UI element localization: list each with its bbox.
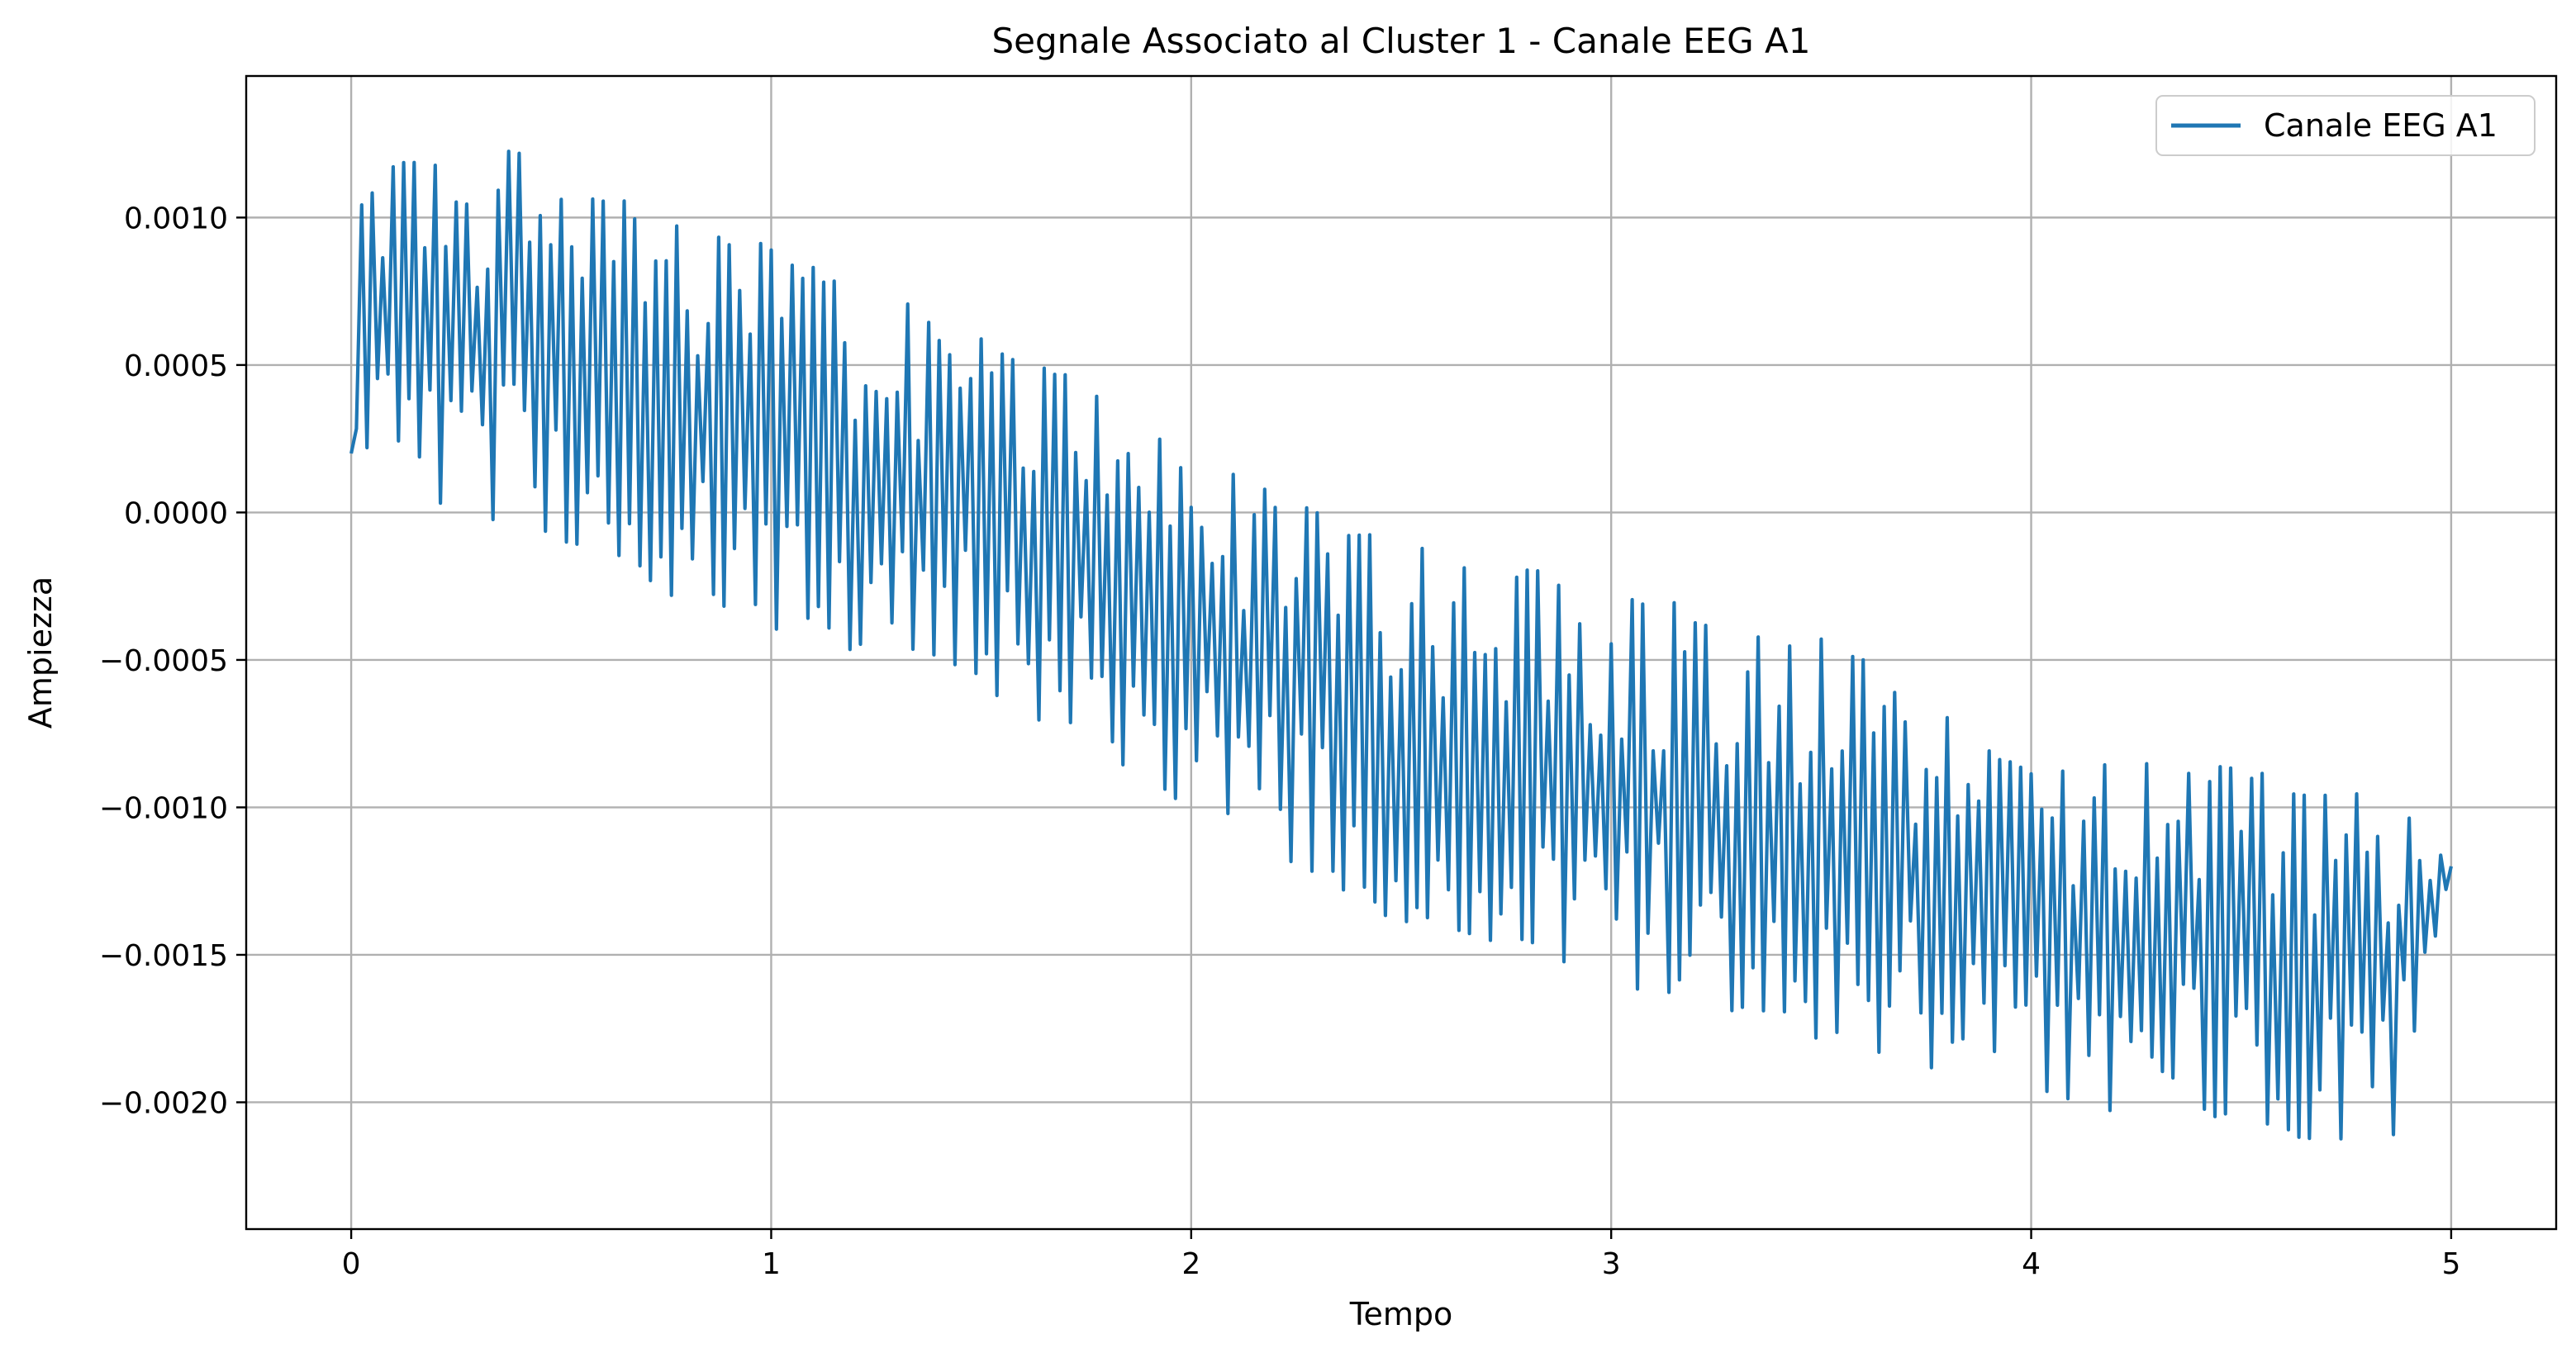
x-tick-label: 4: [2022, 1247, 2041, 1281]
legend-box: [2155, 95, 2536, 156]
x-tick-label: 1: [762, 1247, 781, 1281]
series-layer: [349, 150, 2453, 1141]
x-tick-label: 0: [342, 1247, 361, 1281]
y-axis-label: Ampiezza: [22, 577, 59, 729]
y-tick-label: 0.0005: [124, 349, 228, 383]
x-tick-label: 3: [1602, 1247, 1621, 1281]
x-axis-label: Tempo: [1349, 1296, 1453, 1332]
x-axis-ticks: 0 1 2 3 4 5: [342, 1229, 2460, 1281]
plot-frame: [245, 74, 2558, 1231]
y-tick-label: −0.0010: [99, 791, 228, 825]
chart-title: Segnale Associato al Cluster 1 - Canale …: [991, 21, 1810, 61]
y-tick-label: −0.0005: [99, 644, 228, 678]
y-tick-label: −0.0020: [99, 1086, 228, 1120]
legend-label: Canale EEG A1: [2264, 107, 2498, 144]
y-tick-label: 0.0000: [124, 496, 228, 530]
y-tick-label: 0.0010: [124, 202, 228, 235]
x-tick-label: 5: [2441, 1247, 2460, 1281]
series-line-canale-eeg-a1: [349, 150, 2453, 1141]
legend: Canale EEG A1: [2155, 95, 2536, 156]
y-tick-label: −0.0015: [99, 939, 228, 973]
y-axis-ticks: 0.0010 0.0005 0.0000 −0.0005 −0.0010 −0.0015 −…: [99, 202, 246, 1120]
x-tick-label: 2: [1181, 1247, 1200, 1281]
